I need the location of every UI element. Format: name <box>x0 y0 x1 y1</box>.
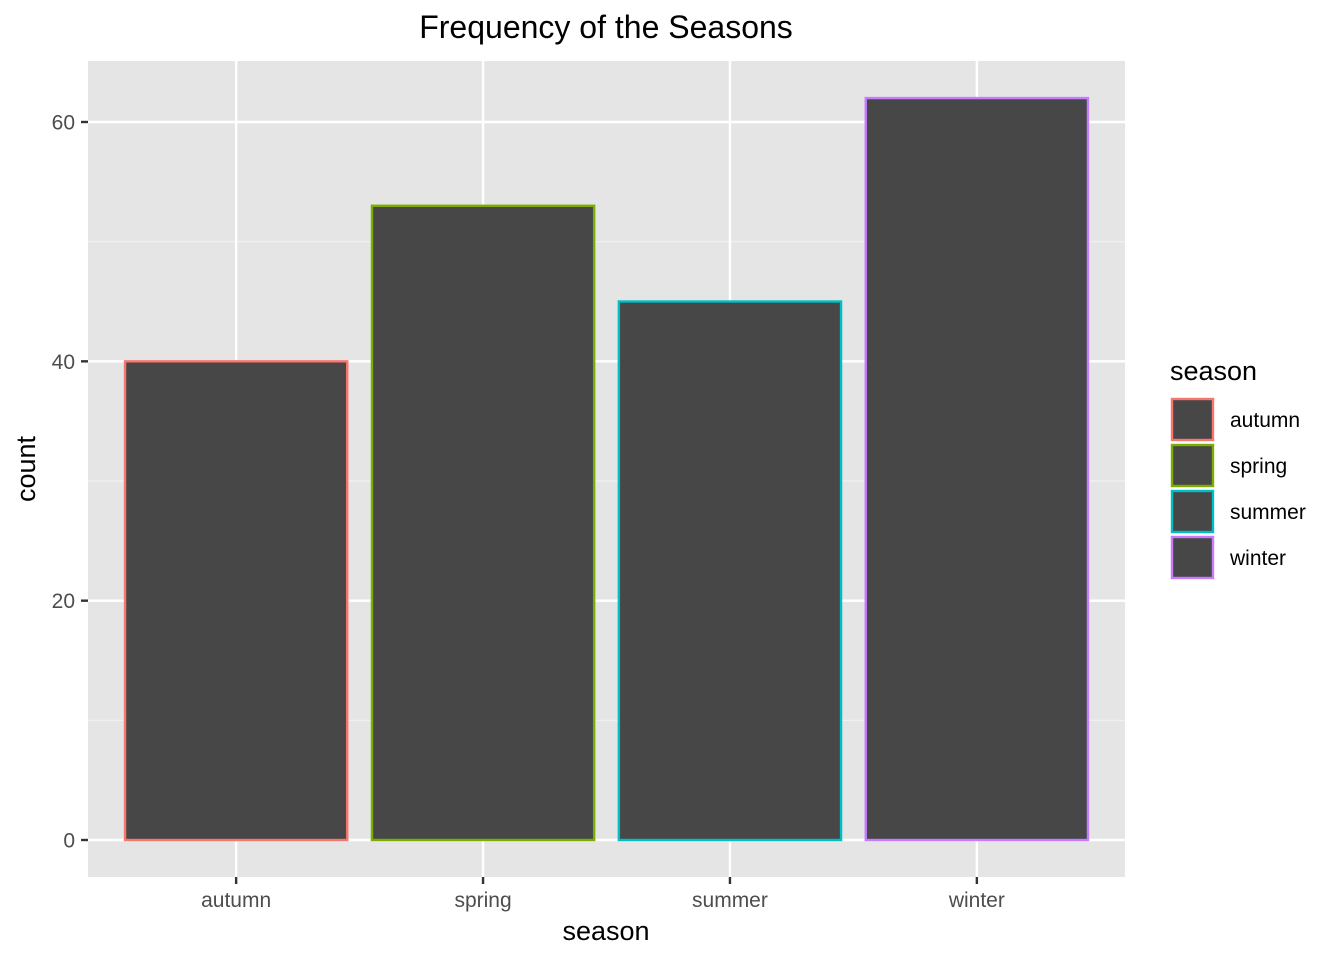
chart-title: Frequency of the Seasons <box>419 9 793 45</box>
legend-label-autumn: autumn <box>1230 409 1300 432</box>
bar-spring <box>370 204 596 842</box>
y-tick-label: 0 <box>63 830 75 853</box>
bars <box>123 96 1090 842</box>
bar-winter <box>864 96 1090 842</box>
x-tick-label: summer <box>692 889 768 912</box>
legend-key-winter <box>1170 535 1215 580</box>
y-tick-label: 20 <box>52 590 75 613</box>
legend-label-summer: summer <box>1230 501 1306 524</box>
x-tick-label: spring <box>454 889 511 912</box>
bar-autumn <box>123 360 349 842</box>
x-tick-label: autumn <box>201 889 271 912</box>
x-tick-label: winter <box>948 889 1005 912</box>
y-tick-label: 60 <box>52 112 75 135</box>
legend-key-spring <box>1170 443 1215 488</box>
y-axis: 0 20 40 60 <box>52 112 88 853</box>
y-tick-label: 40 <box>52 351 75 374</box>
legend-title: season <box>1170 356 1257 386</box>
legend-label-spring: spring <box>1230 455 1287 478</box>
x-axis: autumn spring summer winter <box>201 877 1005 912</box>
legend-label-winter: winter <box>1229 547 1286 570</box>
legend: season autumn spring summer winter <box>1170 356 1306 580</box>
y-axis-title: count <box>11 435 41 502</box>
bar-summer <box>617 300 843 842</box>
legend-key-autumn <box>1170 397 1215 442</box>
x-axis-title: season <box>562 916 649 946</box>
legend-key-summer <box>1170 489 1215 534</box>
